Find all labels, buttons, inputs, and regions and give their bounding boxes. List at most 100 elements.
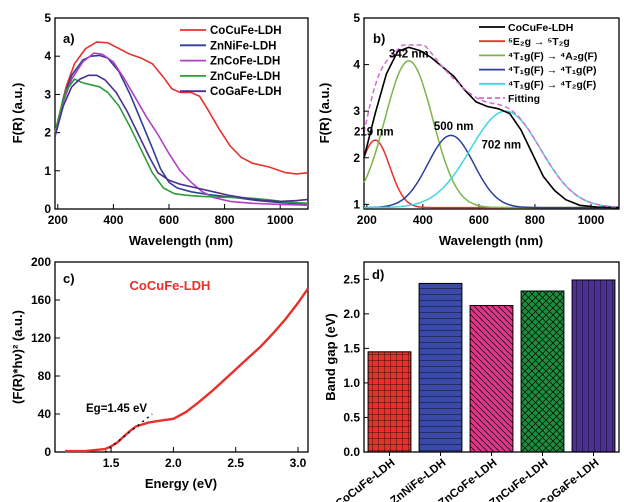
x-tick-label: 2.5 — [227, 456, 244, 470]
y-tick-label: 2.5 — [343, 272, 360, 286]
x-tick-label: 600 — [469, 213, 489, 227]
series-line-CoCuFe-LDH — [54, 41, 309, 175]
x-tick-label: 3.0 — [290, 456, 307, 470]
legend-label: ZnCuFe-LDH — [210, 71, 280, 83]
x-tick-label: 200 — [357, 213, 377, 227]
legend-label: ⁵E₂g → ⁵T₂g — [508, 36, 570, 48]
tangent-line — [104, 413, 153, 453]
x-tick-label: 600 — [159, 213, 179, 227]
peak-annotation: 500 nm — [434, 121, 474, 133]
y-tick-label: 4 — [44, 49, 51, 63]
x-tick-label: 400 — [413, 213, 433, 227]
panel-b-frame — [363, 17, 620, 210]
peak-curve-500 — [364, 134, 618, 209]
y-tick-label: 3 — [44, 87, 51, 101]
series-line-CoCuFe-LDH — [363, 46, 620, 209]
y-tick-label: 0 — [44, 445, 51, 459]
peak-annotation: 342 nm — [389, 49, 429, 61]
legend-label: ⁴T₁g(F) → ⁴T₁g(P) — [508, 65, 596, 77]
bar-ZnCuFe-LDH — [520, 290, 565, 453]
bar-ZnCoFe-LDH — [469, 305, 514, 453]
panel-c-label: c) — [63, 271, 75, 286]
y-tick-label: 120 — [31, 331, 51, 345]
y-tick-label: 160 — [31, 293, 51, 307]
bar-ZnNiFe-LDH — [418, 282, 463, 453]
legend-label: ZnCoFe-LDH — [210, 56, 280, 68]
x-tick-label: 800 — [525, 213, 545, 227]
y-tick-label: 1.5 — [343, 341, 360, 355]
panel-c-frame — [54, 261, 309, 453]
y-tick-label: 80 — [38, 369, 52, 383]
legend-label: CoCuFe-LDH — [210, 25, 282, 37]
panel-b-xlabel: Wavelength (nm) — [439, 233, 543, 248]
x-tick-label: 2.0 — [165, 456, 182, 470]
legend-label: CoGaFe-LDH — [210, 86, 282, 98]
panel-a-ylabel: F(R) (a.u.) — [10, 83, 25, 144]
panel-a-xlabel: Wavelength (nm) — [129, 233, 233, 248]
legend-label: ZnNiFe-LDH — [210, 40, 276, 52]
panel-c-series — [64, 287, 309, 453]
y-tick-label: 5 — [44, 11, 51, 25]
panel-b-label: b) — [373, 31, 385, 46]
category-label: ZnNiFe-LDH — [389, 457, 449, 502]
panel-a-series — [54, 41, 309, 206]
panel-c-ticks: 1.5 2.0 2.5 3.0 0 40 80 120 160 200 — [31, 255, 307, 470]
y-tick-label: 1 — [44, 164, 51, 178]
panel-a-gridlines: 200 400 600 800 1000 0 1 2 3 4 5 — [44, 11, 294, 227]
peak-annotation: 702 nm — [481, 139, 521, 151]
panel-a: 200 400 600 800 1000 0 1 2 3 4 5 a) Wavelength (nm… — [10, 11, 309, 248]
panel-d-ylabel: Band gap (eV) — [323, 313, 338, 400]
panel-d-bars — [367, 279, 616, 453]
panel-d-ticks: 0.0 0.5 1.0 1.5 2.0 2.5 — [343, 272, 369, 459]
panel-c-title: CoCuFe-LDH — [130, 278, 211, 293]
peak-curve-695 — [364, 110, 618, 209]
series-line-CoCuFe-LDH — [64, 287, 309, 453]
panel-b-ylabel: F(R) (a.u.) — [317, 83, 332, 144]
panel-c-xlabel: Energy (eV) — [145, 476, 217, 491]
y-tick-label: 5 — [353, 11, 360, 25]
panel-d-label: d) — [372, 267, 384, 282]
panel-d-category-labels: CoCuFe-LDHZnNiFe-LDHZnCoFe-LDHZnCuFe-LDH… — [334, 452, 601, 502]
y-tick-label: 0.5 — [343, 410, 360, 424]
legend-label: ⁴T₁g(F) → ⁴T₂g(F) — [508, 79, 596, 91]
x-tick-label: 1000 — [267, 213, 294, 227]
x-tick-label: 400 — [103, 213, 123, 227]
y-tick-label: 200 — [31, 255, 51, 269]
panel-b: 200 400 600 800 1000 1 2 3 4 5 b) Wavelength (nm)… — [317, 11, 620, 248]
series-line-ZnCoFe-LDH — [54, 52, 309, 206]
series-line-CoGaFe-LDH — [54, 74, 309, 203]
y-tick-label: 3 — [353, 104, 360, 118]
y-tick-label: 4 — [353, 58, 360, 72]
y-tick-label: 0.0 — [343, 445, 360, 459]
panel-b-annotations: 342 nm 219 nm 500 nm 702 nm — [354, 49, 521, 152]
bar-CoGaFe-LDH — [571, 279, 616, 453]
x-tick-label: 800 — [215, 213, 235, 227]
peak-annotation: 219 nm — [354, 126, 394, 138]
panel-a-legend: CoCuFe-LDH ZnNiFe-LDH ZnCoFe-LDH ZnCuFe-LDH… — [180, 25, 282, 98]
bar-CoCuFe-LDH — [367, 351, 412, 453]
legend-label: CoCuFe-LDH — [508, 22, 573, 34]
panel-b-series — [363, 44, 620, 209]
panel-d: 0.0 0.5 1.0 1.5 2.0 2.5 d) Band gap (eV) CoCu… — [323, 261, 620, 502]
y-tick-label: 0 — [44, 202, 51, 216]
panel-a-frame — [54, 17, 309, 210]
panel-b-legend: CoCuFe-LDH ⁵E₂g → ⁵T₂g ⁴T₁g(F) → ⁴A₂g(F) ⁴T… — [479, 22, 597, 105]
y-tick-label: 2.0 — [343, 307, 360, 321]
panel-c: 1.5 2.0 2.5 3.0 0 40 80 120 160 200 c) CoCuFe-LDH… — [10, 255, 309, 491]
y-tick-label: 2 — [353, 151, 360, 165]
y-tick-label: 1 — [353, 197, 360, 211]
x-tick-label: 1.5 — [103, 456, 120, 470]
y-tick-label: 1.0 — [343, 376, 360, 390]
legend-label: Fitting — [508, 93, 540, 105]
panel-c-ylabel: (F(R)*hν)² (a.u.) — [10, 310, 25, 404]
x-tick-label: 200 — [48, 213, 68, 227]
panel-b-ticks: 200 400 600 800 1000 1 2 3 4 5 — [353, 11, 604, 227]
x-tick-label: 1000 — [578, 213, 605, 227]
panel-a-label: a) — [63, 31, 75, 46]
category-label: CoCuFe-LDH — [334, 457, 398, 502]
y-tick-label: 2 — [44, 126, 51, 140]
legend-label: ⁴T₁g(F) → ⁴A₂g(F) — [508, 50, 597, 62]
fitting-line — [363, 44, 618, 208]
y-tick-label: 40 — [38, 407, 52, 421]
